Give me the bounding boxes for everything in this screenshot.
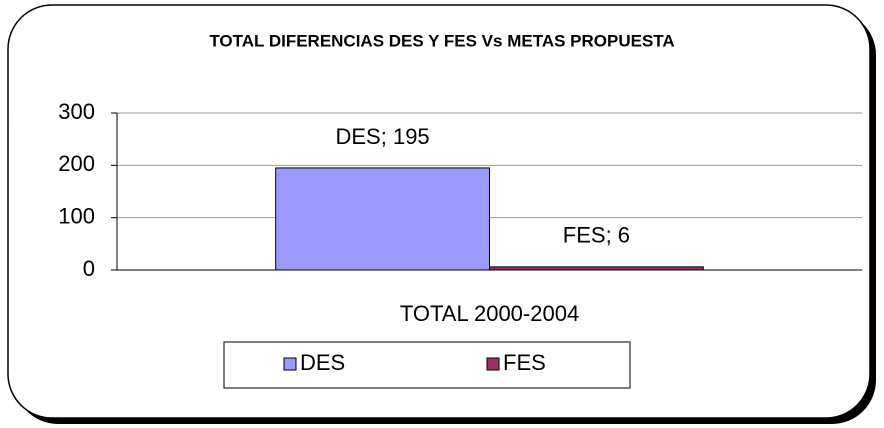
legend-label: DES bbox=[300, 350, 345, 375]
y-tick-label: 300 bbox=[58, 99, 95, 124]
y-tick-label: 200 bbox=[58, 151, 95, 176]
bar bbox=[275, 167, 490, 271]
data-label: DES; 195 bbox=[336, 124, 430, 149]
bar bbox=[489, 266, 704, 271]
legend-label: FES bbox=[503, 350, 546, 375]
chart-title: TOTAL DIFERENCIAS DES Y FES Vs METAS PRO… bbox=[209, 31, 674, 50]
legend-swatch bbox=[486, 357, 500, 371]
y-tick-label: 0 bbox=[83, 256, 95, 281]
legend-swatch bbox=[283, 357, 297, 371]
data-label: FES; 6 bbox=[563, 223, 630, 248]
y-tick-label: 100 bbox=[58, 203, 95, 228]
x-tick-label: TOTAL 2000-2004 bbox=[400, 301, 579, 326]
